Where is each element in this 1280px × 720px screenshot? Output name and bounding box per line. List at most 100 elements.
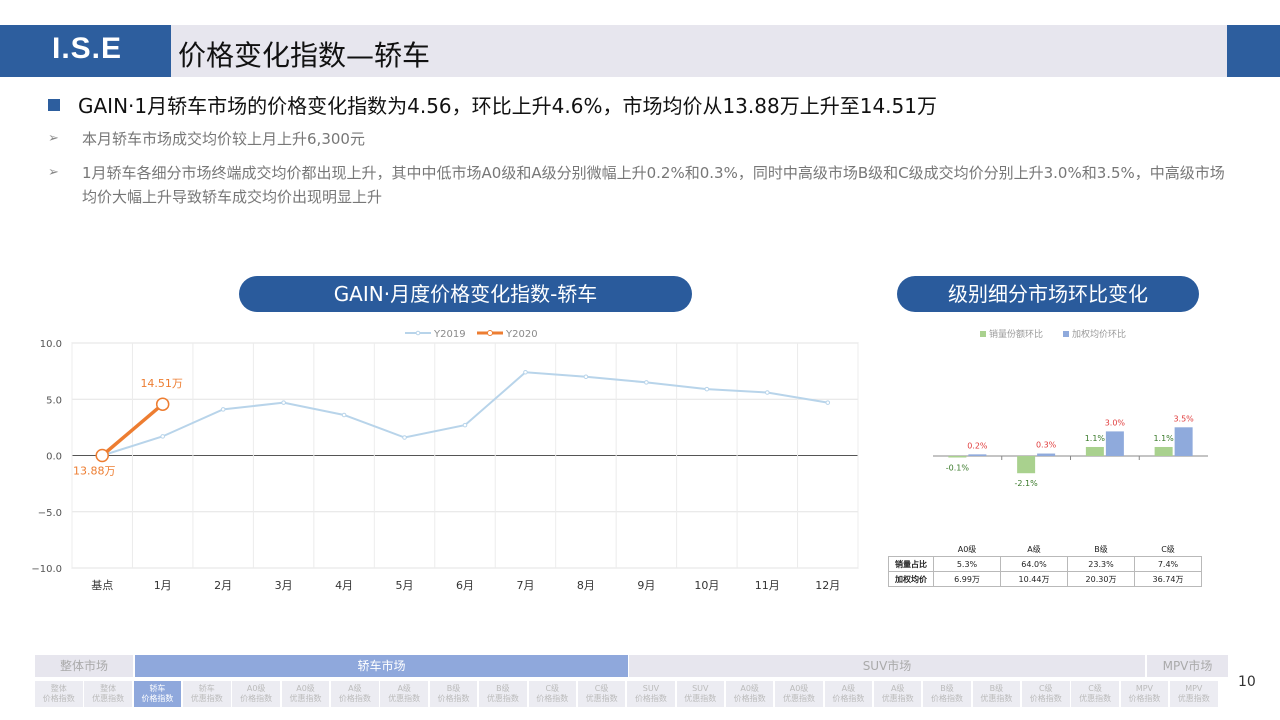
nav-sub-item[interactable]: C级 价格指数 bbox=[528, 681, 576, 707]
y-tick-label: −10.0 bbox=[31, 564, 62, 575]
header-logo: I.S.E bbox=[52, 32, 123, 65]
nav-sub-item[interactable]: A0级 优惠指数 bbox=[281, 681, 330, 707]
x-tick-label: 2月 bbox=[214, 579, 232, 592]
nav-sub-item[interactable]: MPV 优惠指数 bbox=[1170, 681, 1218, 707]
nav-sub-line2: 优惠指数 bbox=[980, 694, 1013, 703]
nav-sub-line1: C级 bbox=[1038, 684, 1053, 693]
nav-sub-line2: 优惠指数 bbox=[1079, 694, 1112, 703]
nav-sub-item[interactable]: B级 优惠指数 bbox=[479, 681, 527, 707]
nav-tab-overall[interactable]: 整体市场 bbox=[35, 655, 133, 677]
nav-sub-item[interactable]: B级 价格指数 bbox=[429, 681, 478, 707]
data-point-y2019 bbox=[704, 386, 710, 392]
legend-marker-y2019 bbox=[415, 330, 421, 336]
main-bullet: GAIN·1月轿车市场的价格变化指数为4.56，环比上升4.6%，市场均价从13… bbox=[48, 90, 937, 119]
bar-price bbox=[1105, 431, 1124, 456]
bar-value-label: 1.1% bbox=[1153, 434, 1174, 443]
nav-sub-line2: 优惠指数 bbox=[585, 694, 618, 703]
nav-sub-line1: 轿车 bbox=[149, 684, 166, 693]
table-header-a: A级 bbox=[1027, 544, 1041, 554]
nav-sub-line2: 优惠指数 bbox=[190, 694, 223, 703]
nav-sub-item[interactable]: A级 优惠指数 bbox=[873, 681, 922, 707]
nav-sub-line2: 优惠指数 bbox=[783, 694, 815, 703]
nav-sub-line2: 优惠指数 bbox=[289, 694, 322, 703]
y-tick-label: 5.0 bbox=[46, 395, 62, 406]
data-point-y2019 bbox=[644, 380, 649, 385]
page-title: 价格变化指数—轿车 bbox=[178, 39, 431, 72]
nav-sub-item[interactable]: 整体 优惠指数 bbox=[84, 681, 132, 707]
nav-sub-line2: 价格指数 bbox=[1029, 694, 1062, 703]
sub-bullet-2-text: 1月轿车各细分市场终端成交均价都出现上升，其中中低市场A0级和A级分别微幅上升0… bbox=[82, 164, 1225, 206]
data-point-y2020 bbox=[95, 448, 109, 463]
square-bullet-icon bbox=[48, 99, 60, 111]
nav-sub-item[interactable]: A0级 价格指数 bbox=[725, 681, 774, 707]
nav-sub-item[interactable]: 轿车 价格指数 bbox=[133, 681, 182, 707]
nav-sub-line1: MPV bbox=[1185, 684, 1203, 693]
nav-sub-line1: B级 bbox=[446, 684, 461, 693]
nav-sub-item[interactable]: A级 价格指数 bbox=[331, 681, 379, 707]
nav-sub-line1: 整体 bbox=[50, 684, 67, 693]
nav-sub-line1: A0级 bbox=[740, 684, 759, 693]
legend-swatch-share bbox=[980, 331, 986, 337]
table-cell: 64.0% bbox=[1000, 556, 1068, 572]
nav-sub-line2: 价格指数 bbox=[437, 694, 470, 703]
nav-sub-line2: 价格指数 bbox=[141, 694, 174, 703]
nav-sub-item[interactable]: B级 价格指数 bbox=[923, 681, 971, 707]
nav-sub-item[interactable]: MPV 价格指数 bbox=[1120, 681, 1169, 707]
legend-label-share: 销量份额环比 bbox=[989, 328, 1043, 340]
nav-sub-line1: A0级 bbox=[296, 684, 315, 693]
x-tick-label: 5月 bbox=[396, 579, 414, 592]
nav-sub-line1: A0级 bbox=[789, 684, 809, 693]
table-header-c: C级 bbox=[1161, 544, 1175, 554]
data-point-y2019 bbox=[583, 374, 589, 380]
series-line-y2020 bbox=[101, 402, 164, 457]
nav-sub-line2: 优惠指数 bbox=[684, 694, 717, 703]
bar-value-label: -0.1% bbox=[946, 464, 970, 473]
data-point-y2019 bbox=[160, 434, 165, 439]
arrow-bullet-icon: ➢ bbox=[48, 131, 59, 146]
nav-tab-suv[interactable]: SUV市场 bbox=[629, 655, 1145, 677]
nav-sub-line2: 价格指数 bbox=[536, 694, 569, 703]
x-tick-label: 10月 bbox=[694, 579, 719, 592]
bar-price bbox=[1037, 453, 1056, 456]
bar-price bbox=[968, 454, 987, 456]
data-point-y2019 bbox=[402, 435, 407, 440]
nav-sub-item[interactable]: A级 价格指数 bbox=[824, 681, 873, 707]
bar-value-label: 3.0% bbox=[1105, 418, 1126, 427]
nav-sub-item[interactable]: A0级 价格指数 bbox=[232, 681, 280, 707]
table-cell: 20.30万 bbox=[1067, 571, 1135, 587]
nav-tab-sedan[interactable]: 轿车市场 bbox=[135, 655, 628, 677]
bar-value-label: 0.2% bbox=[967, 441, 988, 450]
nav-sub-item[interactable]: B级 优惠指数 bbox=[972, 681, 1021, 707]
data-point-y2019 bbox=[462, 422, 468, 428]
start-value-label: 13.88万 bbox=[73, 465, 116, 478]
nav-sub-line1: C级 bbox=[1088, 684, 1102, 693]
nav-sub-item[interactable]: A级 优惠指数 bbox=[380, 681, 428, 707]
x-tick-label: 11月 bbox=[755, 579, 780, 592]
nav-sub-item[interactable]: C级 优惠指数 bbox=[577, 681, 626, 707]
nav-sub-item[interactable]: SUV 优惠指数 bbox=[676, 681, 725, 707]
x-tick-label: 3月 bbox=[275, 579, 293, 592]
nav-sub-line2: 优惠指数 bbox=[388, 694, 421, 703]
legend-label-price: 加权均价环比 bbox=[1072, 328, 1126, 340]
nav-sub-line2: 优惠指数 bbox=[486, 694, 519, 703]
nav-sub-line2: 价格指数 bbox=[634, 694, 667, 703]
nav-sub-item[interactable]: SUV 价格指数 bbox=[627, 681, 675, 707]
nav-sub-line1: C级 bbox=[594, 684, 609, 693]
y-tick-label: 10.0 bbox=[40, 339, 62, 350]
nav-sub-line1: A0级 bbox=[246, 684, 266, 693]
nav-sub-item[interactable]: C级 优惠指数 bbox=[1071, 681, 1119, 707]
data-point-y2019 bbox=[825, 400, 831, 405]
nav-tab-mpv[interactable]: MPV市场 bbox=[1147, 655, 1228, 677]
table-row: 加权均价 6.99万 10.44万 20.30万 36.74万 bbox=[888, 571, 1202, 587]
nav-sub-item[interactable]: 轿车 优惠指数 bbox=[183, 681, 231, 707]
nav-sub-line1: A级 bbox=[841, 684, 856, 693]
nav-sub-item[interactable]: C级 价格指数 bbox=[1022, 681, 1070, 707]
nav-sub-line1: SUV bbox=[642, 684, 660, 693]
nav-sub-item[interactable]: A0级 优惠指数 bbox=[775, 681, 823, 707]
data-point-y2020 bbox=[155, 397, 170, 411]
header-bar bbox=[171, 25, 1227, 77]
bar-share bbox=[1017, 456, 1036, 474]
nav-sub-item[interactable]: 整体 价格指数 bbox=[35, 681, 83, 707]
x-tick-label: 9月 bbox=[637, 579, 655, 592]
table-cell: 5.3% bbox=[933, 556, 1001, 572]
